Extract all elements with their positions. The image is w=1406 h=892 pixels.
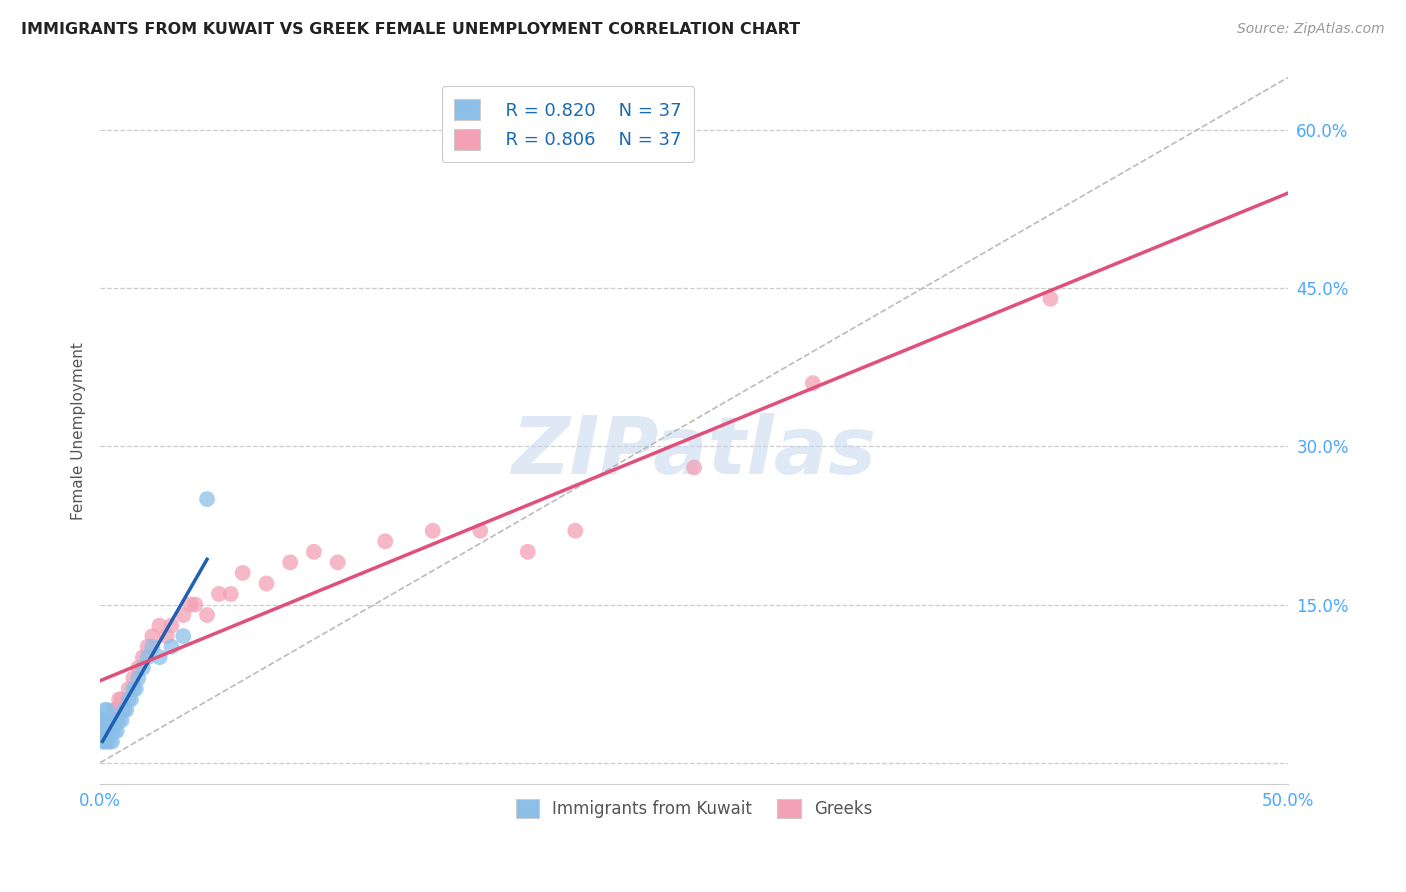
Point — [96, 724, 118, 739]
Point — [105, 714, 128, 728]
Point — [127, 661, 149, 675]
Point — [160, 618, 183, 632]
Point — [105, 703, 128, 717]
Point — [103, 703, 125, 717]
Point — [98, 714, 121, 728]
Point — [516, 545, 538, 559]
Point — [91, 714, 114, 728]
Y-axis label: Female Unemployment: Female Unemployment — [72, 342, 86, 519]
Point — [112, 703, 135, 717]
Point — [115, 703, 138, 717]
Point — [172, 608, 194, 623]
Point — [195, 608, 218, 623]
Point — [101, 734, 124, 748]
Point — [94, 724, 117, 739]
Point — [91, 734, 114, 748]
Point — [96, 724, 118, 739]
Point — [141, 640, 163, 654]
Point — [94, 714, 117, 728]
Point — [94, 734, 117, 748]
Point — [96, 714, 118, 728]
Point — [564, 524, 586, 538]
Point — [96, 703, 118, 717]
Point — [326, 555, 349, 569]
Point — [374, 534, 396, 549]
Text: IMMIGRANTS FROM KUWAIT VS GREEK FEMALE UNEMPLOYMENT CORRELATION CHART: IMMIGRANTS FROM KUWAIT VS GREEK FEMALE U… — [21, 22, 800, 37]
Point — [94, 703, 117, 717]
Point — [112, 703, 135, 717]
Point — [122, 681, 145, 696]
Point — [110, 714, 132, 728]
Point — [219, 587, 242, 601]
Point — [141, 629, 163, 643]
Point — [302, 545, 325, 559]
Point — [683, 460, 706, 475]
Point — [94, 734, 117, 748]
Point — [136, 650, 159, 665]
Point — [98, 734, 121, 748]
Point — [117, 692, 139, 706]
Point — [91, 724, 114, 739]
Text: Source: ZipAtlas.com: Source: ZipAtlas.com — [1237, 22, 1385, 37]
Point — [179, 598, 201, 612]
Point — [101, 714, 124, 728]
Point — [195, 492, 218, 507]
Point — [470, 524, 492, 538]
Point — [108, 714, 131, 728]
Point — [98, 724, 121, 739]
Point — [117, 681, 139, 696]
Point — [103, 714, 125, 728]
Point — [132, 650, 155, 665]
Point — [148, 650, 170, 665]
Point — [156, 629, 179, 643]
Point — [422, 524, 444, 538]
Point — [120, 692, 142, 706]
Point — [101, 724, 124, 739]
Point — [103, 724, 125, 739]
Point — [105, 724, 128, 739]
Point — [98, 714, 121, 728]
Point — [127, 671, 149, 685]
Legend: Immigrants from Kuwait, Greeks: Immigrants from Kuwait, Greeks — [509, 792, 879, 825]
Point — [208, 587, 231, 601]
Point — [254, 576, 277, 591]
Point — [232, 566, 254, 580]
Point — [122, 671, 145, 685]
Point — [136, 640, 159, 654]
Point — [132, 661, 155, 675]
Point — [110, 692, 132, 706]
Point — [160, 640, 183, 654]
Point — [278, 555, 301, 569]
Point — [148, 618, 170, 632]
Point — [108, 692, 131, 706]
Point — [801, 376, 824, 391]
Point — [96, 734, 118, 748]
Point — [125, 681, 148, 696]
Point — [172, 629, 194, 643]
Point — [1039, 292, 1062, 306]
Point — [184, 598, 207, 612]
Point — [101, 714, 124, 728]
Text: ZIPatlas: ZIPatlas — [512, 413, 876, 491]
